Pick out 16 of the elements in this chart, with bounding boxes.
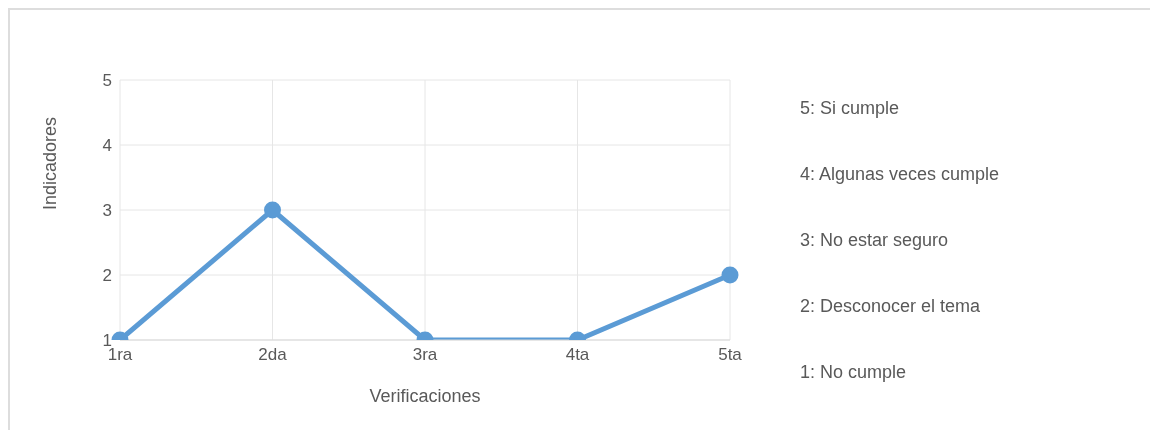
- x-tick-label: 3ra: [412, 345, 438, 365]
- y-tick-label: 5: [102, 71, 112, 91]
- text: 3: No estar seguro: [800, 230, 950, 252]
- y-axis-title: Indicadores: [40, 116, 61, 210]
- x-tick-label: 2da: [258, 345, 288, 365]
- y-tick-label: 4: [102, 136, 112, 156]
- x-axis-title: Verificaciones: [369, 386, 481, 406]
- text: 5: Si cumple: [800, 98, 901, 120]
- x-tick-label: 1ra: [107, 345, 133, 365]
- x-tick-label: 4ta: [565, 345, 590, 365]
- text: 4: Algunas veces cumple: [800, 164, 1000, 186]
- y-tick-label: 3: [102, 201, 112, 221]
- text: 1: No cumple: [800, 362, 908, 384]
- text: 2: Desconocer el tema: [800, 296, 982, 318]
- x-tick-label: 5ta: [718, 345, 743, 365]
- y-tick-label: 2: [102, 266, 112, 286]
